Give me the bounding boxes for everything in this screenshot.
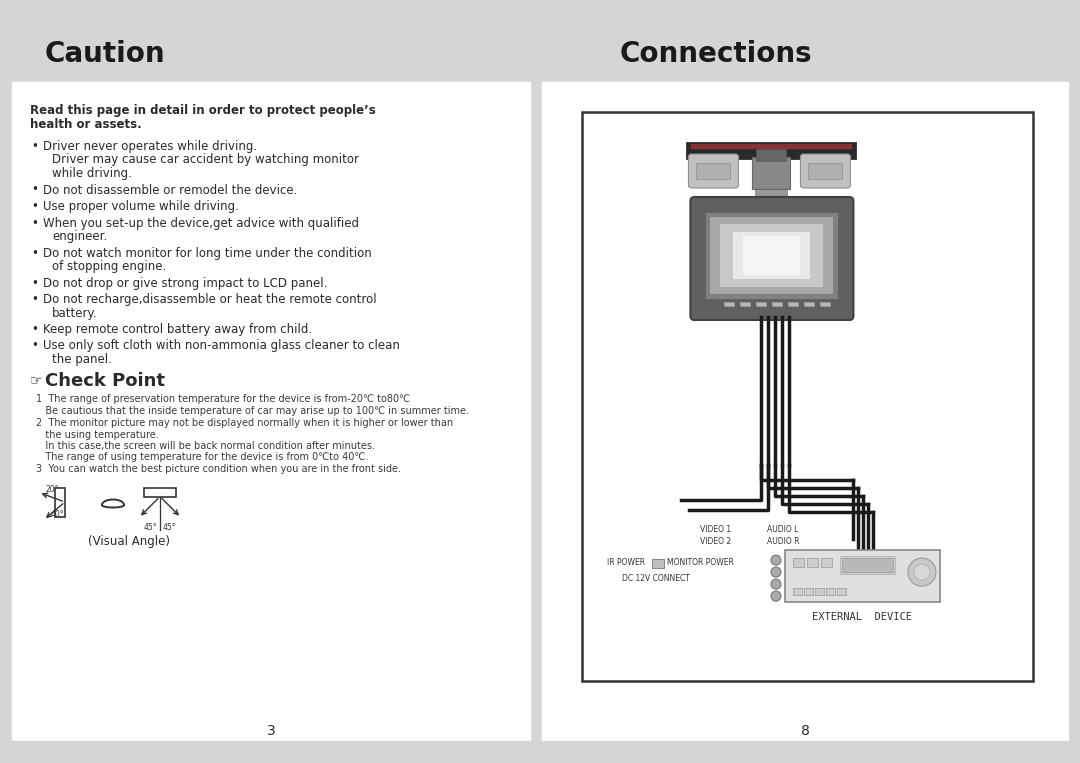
Text: •: • — [31, 140, 38, 153]
Text: 45°: 45° — [163, 523, 177, 533]
Text: health or assets.: health or assets. — [30, 118, 141, 131]
Bar — [697, 163, 730, 179]
Text: Do not drop or give strong impact to LCD panel.: Do not drop or give strong impact to LCD… — [43, 276, 327, 289]
Bar — [743, 236, 800, 275]
Text: •: • — [31, 217, 38, 230]
Text: VIDEO 2: VIDEO 2 — [700, 537, 731, 546]
Bar — [821, 558, 832, 567]
Bar — [0, 0, 1080, 82]
Text: Caution: Caution — [45, 40, 165, 68]
Text: 40°: 40° — [51, 510, 65, 519]
Text: IR POWER: IR POWER — [607, 558, 645, 567]
Text: VIDEO 1: VIDEO 1 — [700, 525, 731, 534]
Circle shape — [771, 591, 781, 601]
Bar — [785, 550, 940, 602]
Text: 2  The monitor picture may not be displayed normally when it is higher or lower : 2 The monitor picture may not be display… — [36, 418, 454, 429]
Bar — [756, 149, 786, 161]
Bar — [55, 488, 65, 517]
Bar — [807, 558, 818, 567]
Text: When you set-up the device,get advice with qualified: When you set-up the device,get advice wi… — [43, 217, 359, 230]
Circle shape — [771, 555, 781, 565]
Bar — [793, 588, 802, 595]
Text: 45°: 45° — [144, 523, 158, 533]
Text: AUDIO R: AUDIO R — [767, 537, 799, 546]
Text: •: • — [31, 246, 38, 259]
Bar — [652, 559, 664, 568]
Bar — [582, 112, 1032, 681]
Text: Do not watch monitor for long time under the condition: Do not watch monitor for long time under… — [43, 246, 372, 259]
FancyBboxPatch shape — [800, 154, 850, 188]
Bar — [804, 588, 813, 595]
Bar — [542, 82, 1068, 741]
Circle shape — [771, 579, 781, 589]
Text: (Visual Angle): (Visual Angle) — [89, 536, 171, 549]
Bar — [826, 588, 835, 595]
Text: battery.: battery. — [52, 307, 97, 320]
Text: EXTERNAL  DEVICE: EXTERNAL DEVICE — [812, 612, 913, 622]
Bar — [837, 588, 846, 595]
FancyBboxPatch shape — [690, 197, 853, 320]
Bar — [815, 588, 824, 595]
Text: 8: 8 — [800, 724, 809, 738]
Text: •: • — [31, 323, 38, 336]
Text: Use only soft cloth with non-ammonia glass cleaner to clean: Use only soft cloth with non-ammonia gla… — [43, 340, 400, 353]
Bar — [144, 488, 176, 497]
Circle shape — [914, 564, 930, 580]
Text: Be cautious that the inside temperature of car may arise up to 100℃ in summer ti: Be cautious that the inside temperature … — [36, 405, 469, 416]
Bar — [756, 302, 767, 306]
Text: while driving.: while driving. — [52, 167, 132, 180]
Bar — [772, 302, 782, 306]
Text: AUDIO L: AUDIO L — [767, 525, 798, 534]
Text: engineer.: engineer. — [52, 230, 107, 243]
Text: Do not disassemble or remodel the device.: Do not disassemble or remodel the device… — [43, 183, 297, 197]
Bar — [755, 189, 787, 201]
Bar — [711, 217, 834, 294]
Bar — [691, 144, 851, 148]
Text: the panel.: the panel. — [52, 353, 112, 366]
Text: of stopping engine.: of stopping engine. — [52, 260, 166, 273]
Text: •: • — [31, 183, 38, 197]
Bar — [753, 157, 791, 189]
Text: •: • — [31, 200, 38, 213]
Bar — [0, 741, 1080, 763]
Text: Check Point: Check Point — [45, 372, 165, 391]
Bar — [805, 302, 814, 306]
Bar — [687, 142, 856, 159]
Bar — [725, 302, 734, 306]
Bar — [821, 302, 831, 306]
Text: 1  The range of preservation temperature for the device is from-20℃ to80℃: 1 The range of preservation temperature … — [36, 394, 410, 404]
Text: Driver may cause car accident by watching monitor: Driver may cause car accident by watchin… — [52, 153, 359, 166]
Bar — [842, 558, 893, 572]
Circle shape — [908, 558, 936, 586]
Text: Read this page in detail in order to protect people’s: Read this page in detail in order to pro… — [30, 104, 376, 117]
Bar — [788, 302, 798, 306]
Text: •: • — [31, 276, 38, 289]
Text: 3  You can watch the best picture condition when you are in the front side.: 3 You can watch the best picture conditi… — [36, 465, 401, 475]
Text: 20°: 20° — [45, 485, 58, 494]
Text: •: • — [31, 293, 38, 306]
Text: 3: 3 — [267, 724, 275, 738]
Bar — [809, 163, 842, 179]
Text: ☞: ☞ — [30, 374, 42, 388]
Text: Keep remote control battery away from child.: Keep remote control battery away from ch… — [43, 323, 312, 336]
FancyBboxPatch shape — [688, 154, 739, 188]
Bar — [720, 224, 823, 287]
Text: Driver never operates while driving.: Driver never operates while driving. — [43, 140, 257, 153]
Bar — [793, 558, 804, 567]
Text: In this case,the screen will be back normal condition after minutes.: In this case,the screen will be back nor… — [36, 440, 375, 450]
Text: Do not recharge,disassemble or heat the remote control: Do not recharge,disassemble or heat the … — [43, 293, 377, 306]
Bar — [12, 82, 530, 741]
Bar — [741, 302, 751, 306]
Text: Use proper volume while driving.: Use proper volume while driving. — [43, 200, 239, 213]
Text: DC 12V CONNECT: DC 12V CONNECT — [622, 574, 690, 583]
Circle shape — [771, 567, 781, 577]
Bar — [840, 556, 895, 574]
Text: the using temperature.: the using temperature. — [36, 430, 159, 439]
Bar — [705, 212, 838, 299]
Text: •: • — [31, 340, 38, 353]
Text: Connections: Connections — [620, 40, 812, 68]
Bar — [733, 232, 810, 279]
Text: The range of using temperature for the device is from 0℃to 40℃.: The range of using temperature for the d… — [36, 452, 368, 462]
Text: MONITOR POWER: MONITOR POWER — [667, 558, 734, 567]
